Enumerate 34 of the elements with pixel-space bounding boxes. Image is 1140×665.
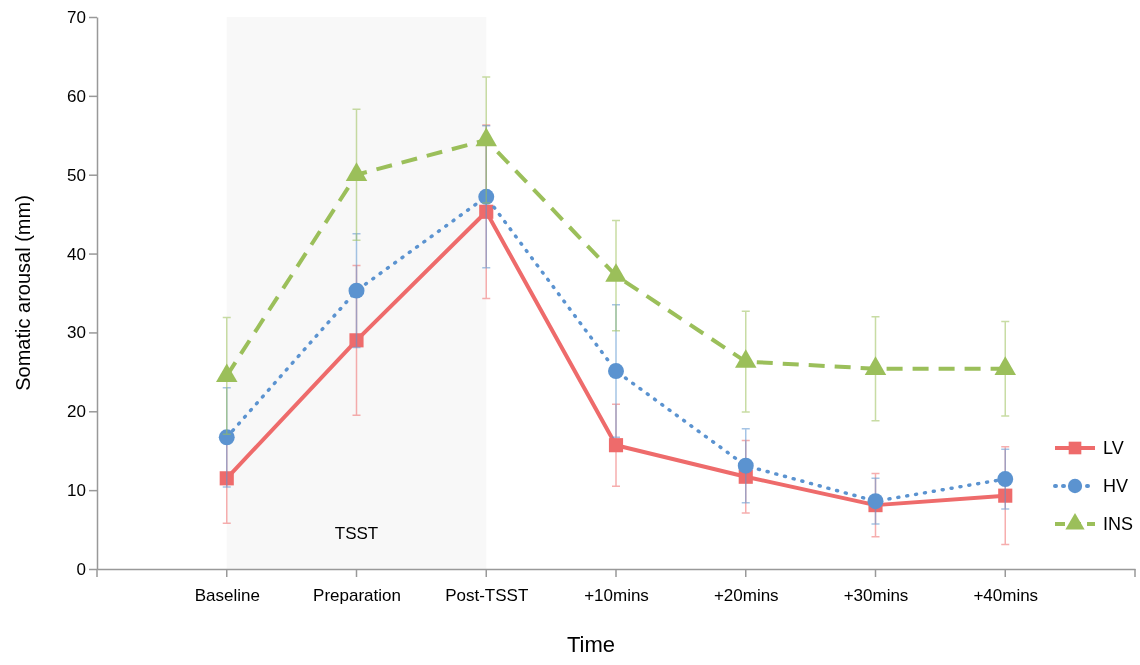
point (349, 333, 364, 348)
y-tick-label: 40 (67, 244, 86, 264)
y-tick-label: 70 (67, 7, 86, 27)
x-tick-label: Post-TSST (445, 586, 529, 606)
point (475, 127, 497, 147)
point (479, 204, 494, 219)
point (997, 471, 1014, 488)
point (608, 363, 624, 380)
point (345, 162, 368, 181)
legend-label: LV (1103, 438, 1124, 458)
x-tick-label: +20mins (713, 586, 779, 606)
legend-label: INS (1103, 514, 1134, 534)
x-tick-label: +40mins (973, 586, 1039, 606)
point (998, 488, 1013, 503)
point (218, 429, 235, 446)
y-tick-label: 0 (76, 559, 86, 579)
x-tick-label: +10mins (584, 586, 649, 606)
y-axis-title: Somatic arousal (mm) (12, 195, 34, 391)
point (478, 188, 495, 205)
band-label: TSST (334, 524, 379, 543)
x-tick-label: Baseline (194, 586, 260, 606)
y-tick-label: 10 (67, 481, 86, 501)
x-tick-label: Preparation (313, 586, 401, 606)
point (219, 471, 234, 486)
y-tick-label: 20 (67, 402, 86, 422)
point (608, 438, 624, 453)
y-tick-label: 60 (67, 86, 86, 106)
point (348, 282, 365, 299)
legend-label: HV (1103, 476, 1129, 496)
y-tick-label: 30 (67, 323, 86, 343)
x-tick-label: +30mins (843, 586, 909, 606)
x-axis-title: Time (566, 632, 616, 657)
point (737, 457, 754, 474)
y-tick-label: 50 (67, 165, 86, 185)
